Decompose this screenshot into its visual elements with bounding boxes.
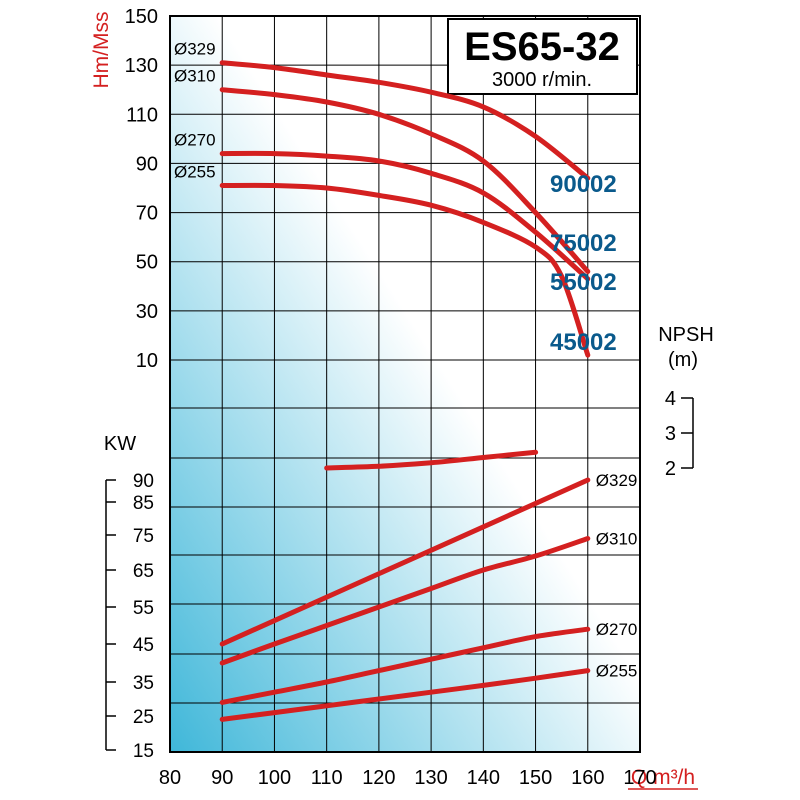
model-label-75002: 75002 bbox=[550, 230, 617, 257]
power-curve-label-d310: Ø310 bbox=[596, 530, 638, 549]
head-tick-label: 10 bbox=[136, 350, 158, 372]
axis-scales bbox=[105, 397, 694, 751]
title-box-frame bbox=[447, 18, 638, 95]
model-label-45002: 45002 bbox=[550, 329, 617, 356]
plot-background bbox=[170, 16, 640, 752]
title-box: ES65-32 3000 r/min. bbox=[447, 18, 638, 95]
curves bbox=[219, 60, 591, 722]
x-tick-label: 150 bbox=[519, 767, 552, 789]
power-tick-label: 65 bbox=[133, 561, 154, 582]
power-tick-label: 75 bbox=[133, 526, 154, 547]
head-curve-d329 bbox=[219, 60, 591, 181]
head-curve-d310 bbox=[219, 87, 591, 274]
x-tick-label: 100 bbox=[258, 767, 291, 789]
power-tick-label: 45 bbox=[133, 635, 154, 656]
grid bbox=[170, 15, 640, 752]
head-curve-label-d310: Ø310 bbox=[174, 67, 216, 86]
tick-labels: 80 90 100 110 120 130 140 150 160 170 150 130 110 90 7… bbox=[125, 6, 676, 789]
model-label-90002: 90002 bbox=[550, 171, 617, 198]
x-tick-label: 130 bbox=[414, 767, 447, 789]
power-tick-label: 90 bbox=[133, 471, 154, 492]
plot-frame bbox=[169, 15, 641, 753]
head-tick-label: 110 bbox=[126, 104, 158, 126]
head-tick-label: 70 bbox=[136, 203, 158, 225]
npsh-tick-label: 4 bbox=[665, 388, 676, 410]
npsh-curve bbox=[324, 449, 539, 471]
power-curve-d255 bbox=[219, 668, 591, 722]
npsh-tick-label: 3 bbox=[665, 423, 676, 445]
power-tick-label: 25 bbox=[133, 707, 154, 728]
chart-subtitle: 3000 r/min. bbox=[492, 69, 592, 91]
npsh-axis-unit: (m) bbox=[668, 349, 698, 371]
head-tick-label: 90 bbox=[136, 153, 158, 175]
power-tick-label: 85 bbox=[133, 493, 154, 514]
x-axis-title: Q m³/h bbox=[631, 766, 695, 789]
power-curve-d329 bbox=[219, 477, 591, 647]
npsh-tick-label: 2 bbox=[665, 458, 676, 480]
power-tick-label: 55 bbox=[133, 598, 154, 619]
power-tick-label: 35 bbox=[133, 673, 154, 694]
head-axis-title: Hm/Mss bbox=[90, 12, 113, 89]
head-tick-label: 130 bbox=[125, 55, 158, 77]
x-tick-label: 80 bbox=[159, 767, 181, 789]
x-tick-label: 120 bbox=[362, 767, 395, 789]
chart-title: ES65-32 bbox=[464, 25, 620, 69]
x-tick-label: 160 bbox=[571, 767, 604, 789]
power-curve-label-d255: Ø255 bbox=[596, 662, 638, 681]
npsh-axis-title: NPSH bbox=[658, 324, 714, 346]
x-tick-label: 90 bbox=[211, 767, 233, 789]
power-curve-label-d329: Ø329 bbox=[596, 471, 638, 490]
power-curve-d310 bbox=[219, 536, 591, 666]
head-tick-label: 50 bbox=[136, 252, 158, 274]
head-curve-label-d329: Ø329 bbox=[174, 40, 216, 59]
power-curve-label-d270: Ø270 bbox=[596, 620, 638, 639]
x-tick-label: 170 bbox=[623, 767, 656, 789]
model-label-55002: 55002 bbox=[550, 269, 617, 296]
power-curve-d270 bbox=[219, 626, 591, 705]
power-tick-label: 15 bbox=[133, 741, 154, 762]
head-curve-label-d270: Ø270 bbox=[174, 131, 216, 150]
x-tick-label: 110 bbox=[311, 767, 343, 789]
curve-labels: Ø329 90002 Ø310 75002 Ø270 55002 Ø255 45002 Ø329… bbox=[174, 40, 637, 681]
power-axis-title: KW bbox=[104, 433, 136, 455]
head-curve-label-d255: Ø255 bbox=[174, 163, 216, 182]
head-curve-d270 bbox=[219, 150, 591, 282]
head-tick-label: 30 bbox=[136, 301, 158, 323]
head-curve-d255 bbox=[219, 182, 591, 358]
x-tick-label: 140 bbox=[467, 767, 500, 789]
head-tick-label: 150 bbox=[125, 6, 158, 28]
